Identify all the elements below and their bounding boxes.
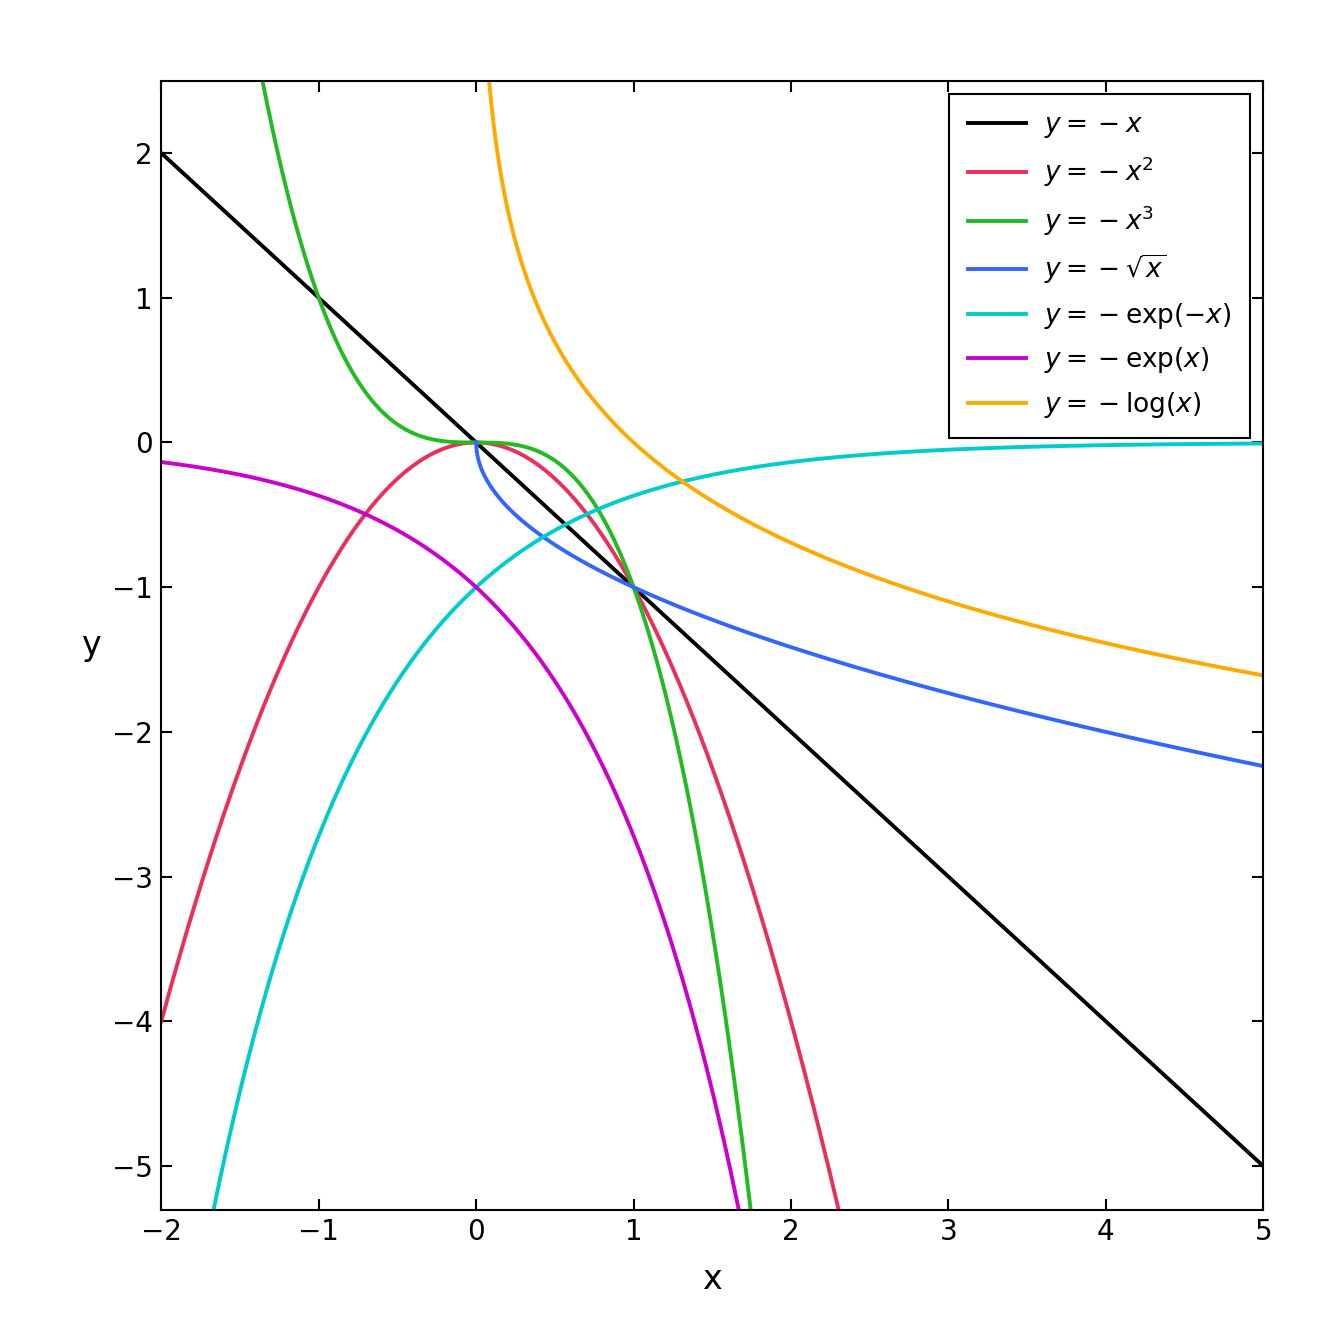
X-axis label: x: x (703, 1262, 722, 1296)
Y-axis label: y: y (81, 629, 101, 661)
Legend: $y = -x$, $y = -x^2$, $y = -x^3$, $y = -\sqrt{x}$, $y = -\exp(-x)$, $y = -\exp(x: $y = -x$, $y = -x^2$, $y = -x^3$, $y = -… (949, 94, 1250, 438)
